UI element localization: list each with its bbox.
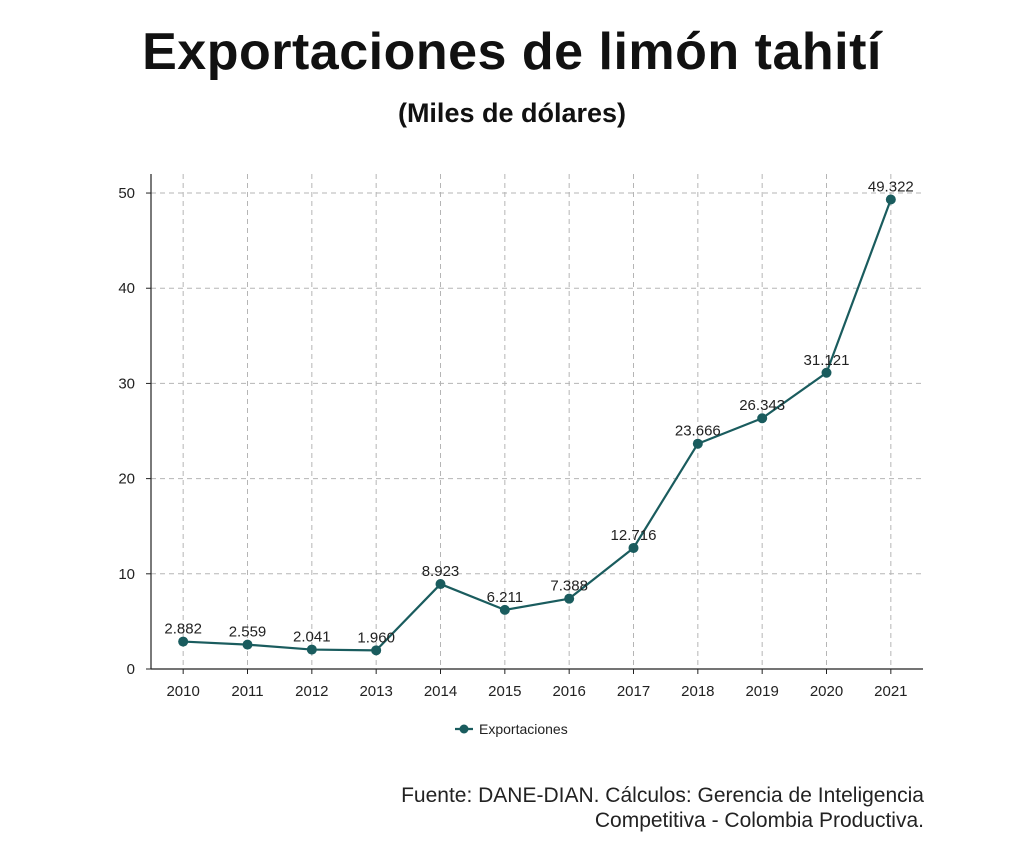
- data-point: [178, 636, 189, 647]
- data-label: 6.211: [487, 589, 523, 606]
- x-tick-label: 2014: [424, 683, 457, 700]
- chart-subtitle: (Miles de dólares): [397, 98, 627, 128]
- legend-label: Exportaciones: [479, 721, 568, 737]
- chart-title: Exportaciones de limón tahití: [142, 23, 882, 81]
- data-point: [564, 593, 575, 604]
- source-line-1: Fuente: DANE-DIAN. Cálculos: Gerencia de…: [401, 784, 924, 807]
- x-tick-label: 2018: [681, 683, 714, 700]
- data-label: 49.322: [868, 178, 914, 195]
- source-line-2: Competitiva - Colombia Productiva.: [594, 809, 924, 832]
- data-point: [821, 367, 832, 378]
- data-label: 2.882: [164, 621, 202, 638]
- series-line-exportaciones: [183, 199, 892, 652]
- y-tick-label: 50: [118, 185, 135, 202]
- x-tick-label: 2010: [166, 683, 199, 700]
- legend-marker: [459, 724, 469, 734]
- x-tick-label: 2016: [552, 683, 585, 700]
- data-point: [499, 604, 510, 615]
- y-tick-label: 40: [118, 280, 135, 297]
- data-label: 23.666: [675, 423, 721, 440]
- data-point: [628, 542, 639, 553]
- data-point: [242, 639, 253, 650]
- data-point: [885, 194, 896, 205]
- data-label: 12.716: [611, 527, 657, 544]
- data-point: [371, 645, 382, 656]
- data-label: 2.041: [293, 629, 331, 646]
- y-tick-label: 10: [118, 566, 135, 583]
- data-label: 8.923: [422, 563, 460, 580]
- data-point: [692, 438, 703, 449]
- y-tick-label: 30: [118, 375, 135, 392]
- data-point: [435, 579, 446, 590]
- x-tick-label: 2021: [874, 683, 907, 700]
- x-tick-label: 2015: [488, 683, 521, 700]
- data-label: 26.343: [739, 397, 785, 414]
- x-tick-label: 2013: [359, 683, 392, 700]
- x-tick-label: 2012: [295, 683, 328, 700]
- data-label: 1.960: [357, 629, 395, 646]
- y-tick-label: 0: [127, 661, 135, 678]
- x-tick-label: 2020: [810, 683, 843, 700]
- data-label: 31.121: [804, 352, 850, 369]
- x-tick-label: 2011: [231, 683, 263, 700]
- data-label: 7.388: [550, 578, 588, 595]
- data-point: [757, 413, 768, 424]
- x-tick-label: 2019: [745, 683, 778, 700]
- data-point: [306, 644, 317, 655]
- y-tick-label: 20: [118, 471, 135, 488]
- source-note: Fuente: DANE-DIAN. Cálculos: Gerencia de…: [401, 783, 924, 833]
- data-label: 2.559: [229, 624, 267, 641]
- x-tick-label: 2017: [617, 683, 650, 700]
